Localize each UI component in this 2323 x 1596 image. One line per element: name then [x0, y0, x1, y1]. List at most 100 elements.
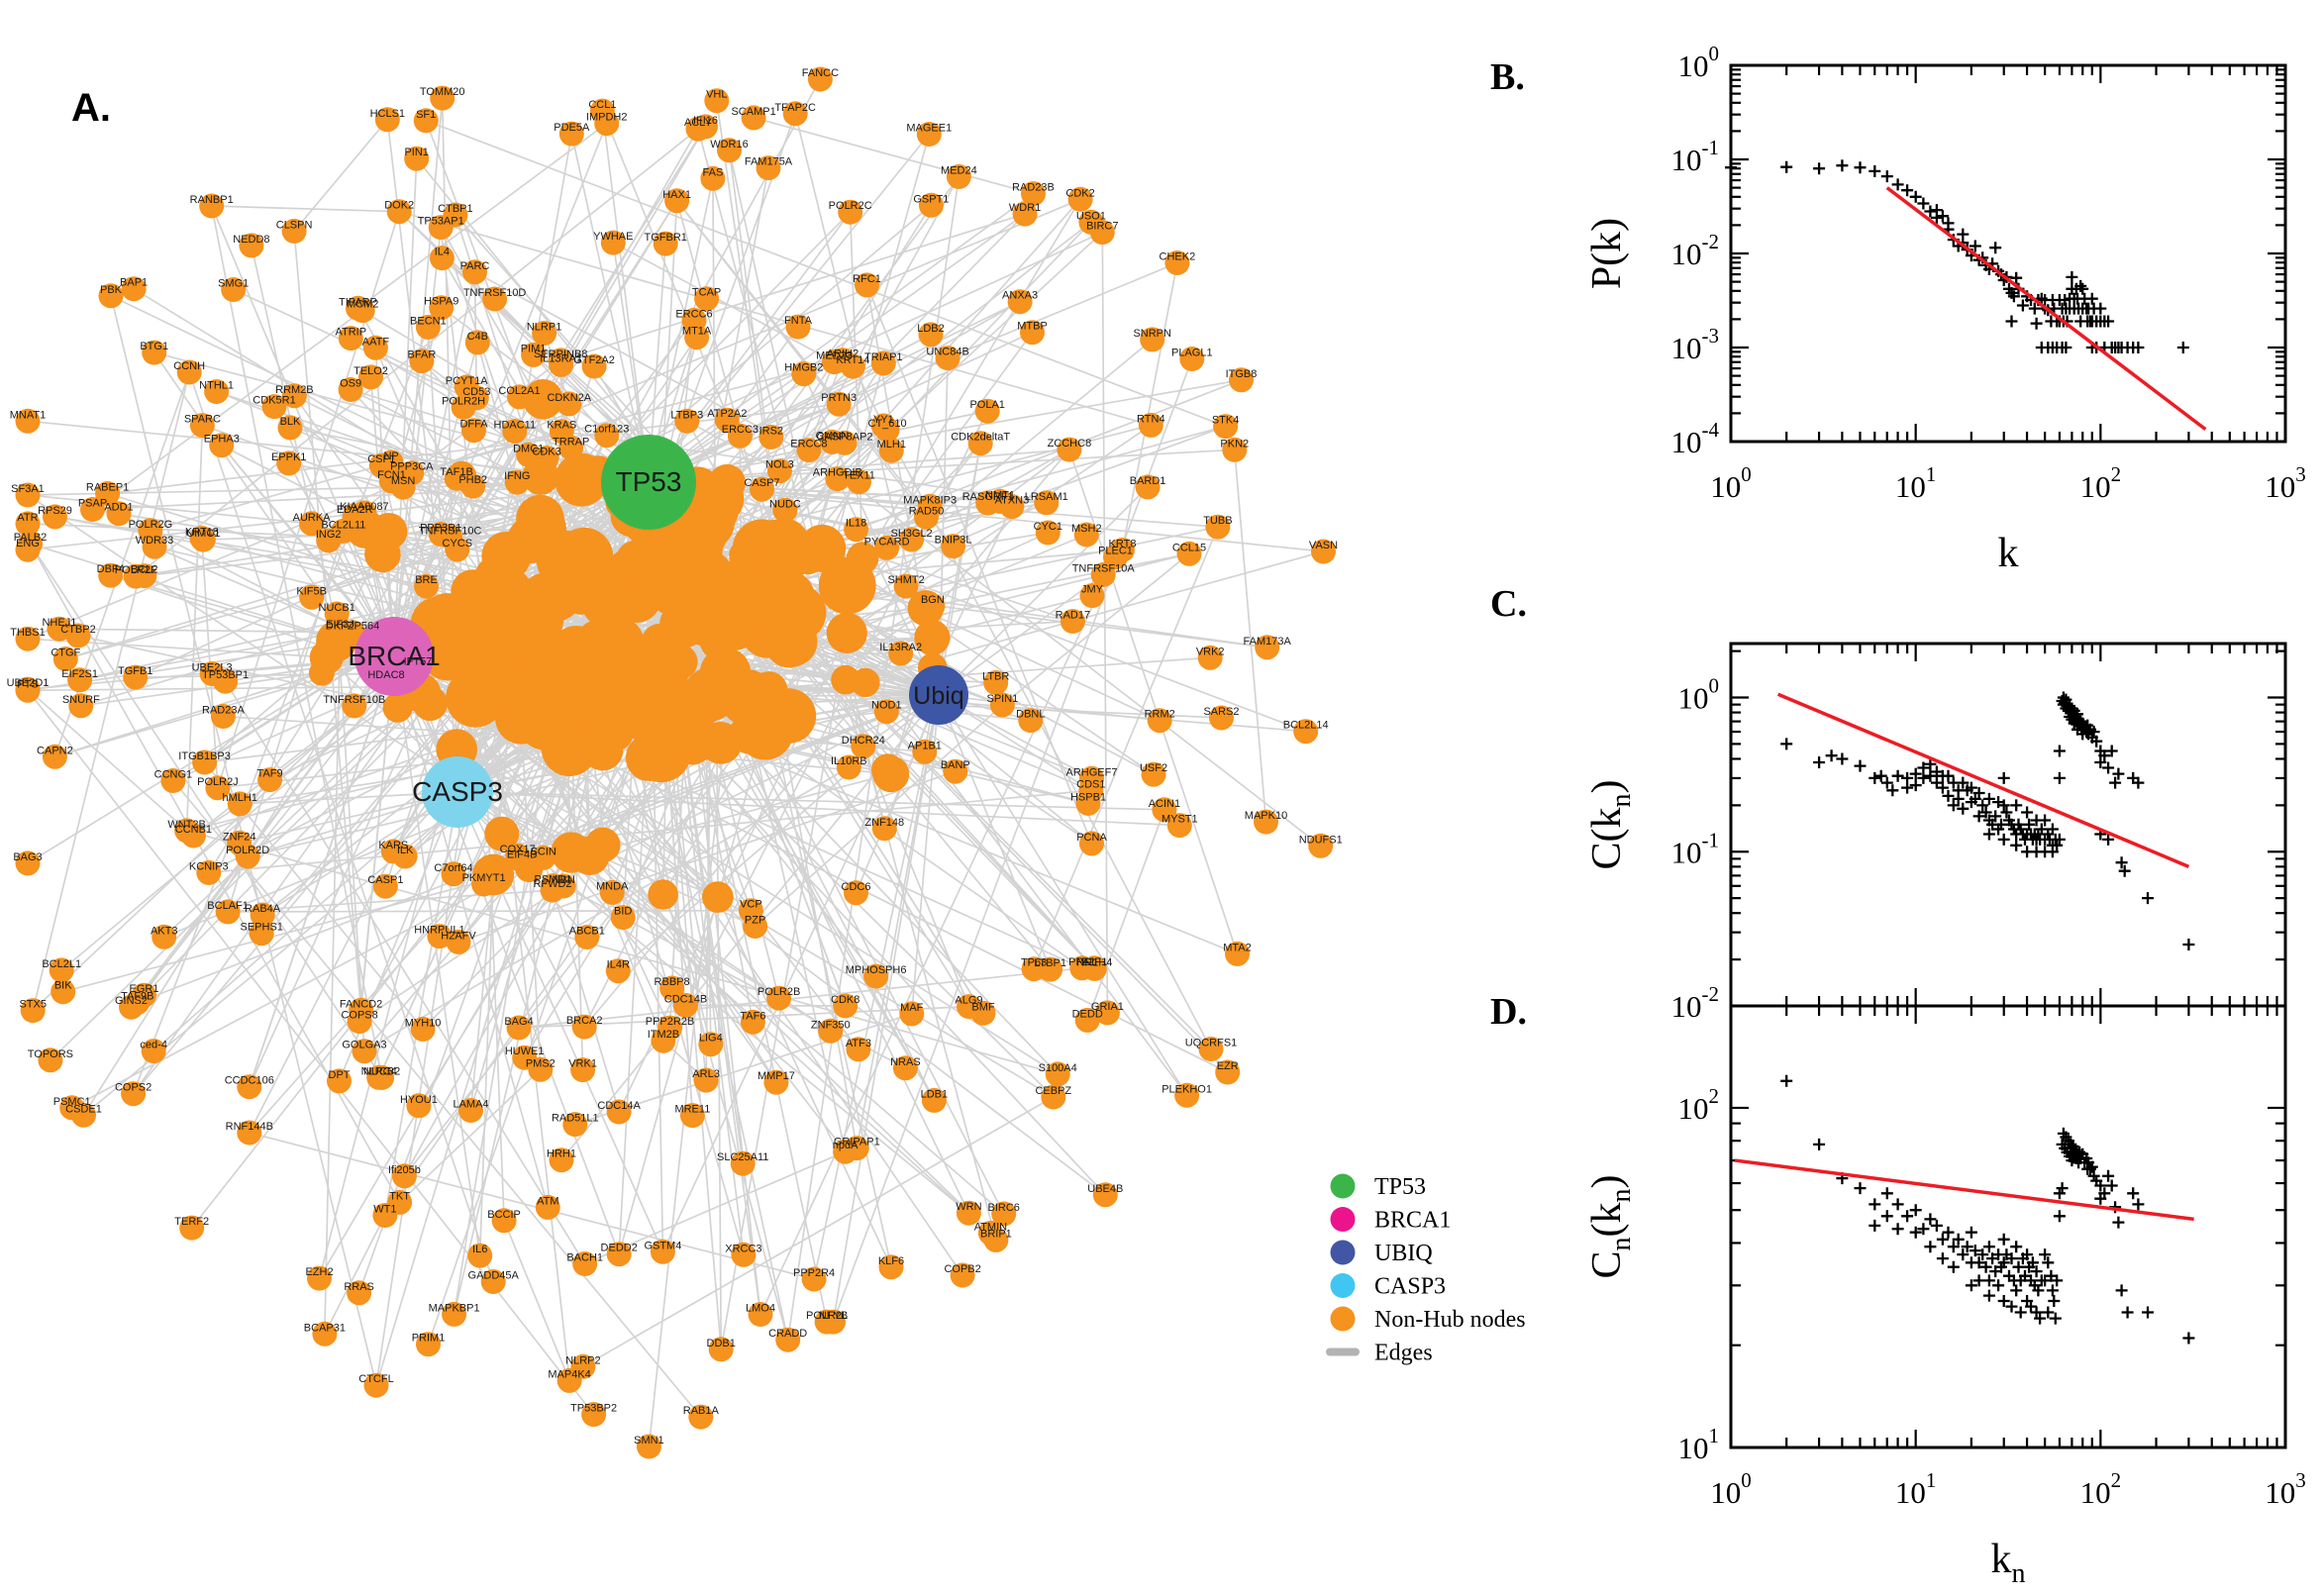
- network-node: [391, 1163, 417, 1189]
- network-node: [556, 391, 582, 417]
- x-tick-label: 102: [2080, 1468, 2122, 1510]
- network-node: [152, 924, 177, 949]
- network-node-label: ERCC3: [722, 424, 758, 436]
- network-node-label: CCNB1: [175, 824, 212, 836]
- network-node-label: TNFRSF10B: [323, 694, 385, 706]
- network-node: [531, 845, 556, 870]
- network-node: [416, 1332, 441, 1357]
- network-node-label: CDK2: [1065, 187, 1094, 199]
- network-node-label: ZNF148: [864, 817, 904, 829]
- network-node-label: CHEK2: [1160, 251, 1196, 263]
- y-tick-label: 102: [1678, 1084, 1720, 1126]
- hub-node-tp53: [601, 435, 696, 530]
- network-node: [502, 419, 528, 444]
- network-node-label: MAF: [900, 1002, 924, 1014]
- network-node: [791, 361, 817, 387]
- network-node-label: PCNA: [1076, 832, 1107, 844]
- network-node: [413, 108, 439, 134]
- network-node: [730, 1150, 756, 1176]
- core-node: [656, 575, 694, 614]
- network-node: [825, 466, 851, 492]
- network-node: [160, 768, 186, 793]
- network-node-label: SH3GL2: [890, 528, 932, 540]
- network-node-label: MRE11: [674, 1104, 710, 1116]
- edge-line: [144, 528, 547, 577]
- network-node: [374, 107, 400, 133]
- network-node-label: RANBP1: [190, 194, 234, 206]
- network-node-label: EZR: [1217, 1060, 1239, 1072]
- core-node: [759, 570, 816, 626]
- network-node-label: VHL: [706, 89, 727, 101]
- edge-line: [336, 613, 365, 1051]
- core-node: [484, 816, 520, 851]
- network-node: [237, 1074, 262, 1100]
- core-node: [536, 530, 595, 589]
- network-node-label: HNRPUL1: [414, 925, 464, 937]
- network-node: [80, 497, 105, 522]
- network-node-label: TAF1B: [440, 466, 472, 478]
- network-node: [878, 1254, 904, 1280]
- network-node: [15, 850, 41, 876]
- network-node-label: BCAP31: [304, 1322, 346, 1334]
- network-node-label: IMPDH2: [586, 112, 628, 124]
- legend-item-edges: Edges: [1326, 1341, 1433, 1366]
- network-node-label: PIM1: [521, 343, 547, 354]
- network-node: [1198, 1037, 1224, 1061]
- network-node-label: KRT8: [1109, 539, 1137, 550]
- network-node-label: UBE4B: [1087, 1183, 1123, 1195]
- network-node: [1057, 437, 1082, 462]
- network-node-label: EIF3J: [326, 619, 354, 631]
- legend-item-tp53: TP53: [1330, 1173, 1426, 1200]
- network-node-label: LAMA4: [453, 1099, 488, 1111]
- network-node-label: KIAA0087: [340, 501, 389, 513]
- network-node: [1094, 1000, 1120, 1026]
- network-node-label: RAD17: [1056, 610, 1090, 622]
- edge-line: [852, 365, 1212, 1049]
- edge-line: [1086, 809, 1165, 1021]
- edge-line: [457, 770, 957, 944]
- network-node-label: IL18: [846, 518, 866, 530]
- network-node-label: LTBR: [982, 671, 1009, 683]
- network-node-label: RFWD2: [533, 878, 571, 890]
- network-node-label: BID: [614, 906, 632, 918]
- network-node: [873, 699, 899, 725]
- network-node: [664, 188, 690, 214]
- network-node-label: ARL3: [692, 1068, 720, 1080]
- network-node-label: BLK: [280, 416, 301, 428]
- network-node-label: GTF2A2: [573, 354, 615, 366]
- edge-line: [748, 733, 1083, 969]
- network-node-label: NUCB2: [363, 1065, 400, 1077]
- network-node: [221, 277, 247, 302]
- network-node: [460, 473, 486, 499]
- network-node: [807, 66, 833, 92]
- network-node-label: ZNF350: [811, 1019, 851, 1031]
- fit-line: [1776, 692, 2190, 868]
- core-node: [846, 542, 879, 574]
- network-node-label: BAG4: [504, 1016, 533, 1028]
- network-node: [935, 346, 960, 371]
- axis-ticks: [1729, 63, 2287, 444]
- network-node-label: GSTM4: [644, 1240, 681, 1251]
- edge-line: [559, 213, 1026, 361]
- network-node: [847, 469, 871, 495]
- hub-node-casp3: [422, 756, 493, 828]
- network-node: [704, 88, 730, 114]
- network-node-label: CDC14B: [664, 993, 707, 1005]
- network-node-label: CLSPN: [276, 219, 313, 231]
- network-node: [1035, 520, 1060, 546]
- network-node-label: STK4: [1212, 415, 1240, 427]
- network-node: [257, 767, 283, 793]
- network-node-label: ATF3: [846, 1038, 871, 1049]
- network-node: [443, 202, 468, 228]
- network-node-label: MLH1: [877, 439, 906, 450]
- network-node: [249, 921, 274, 947]
- network-node: [636, 1434, 661, 1459]
- network-node-label: NRAS: [890, 1056, 921, 1068]
- network-node-label: BRCA2: [566, 1015, 603, 1027]
- legend-item-casp3: CASP3: [1330, 1273, 1446, 1300]
- network-node-label: ITGB8: [1226, 368, 1258, 380]
- network-node: [1079, 831, 1104, 856]
- network-node: [446, 929, 471, 954]
- network-node-label: LTBP1: [1034, 957, 1066, 969]
- edge-line: [456, 791, 832, 1033]
